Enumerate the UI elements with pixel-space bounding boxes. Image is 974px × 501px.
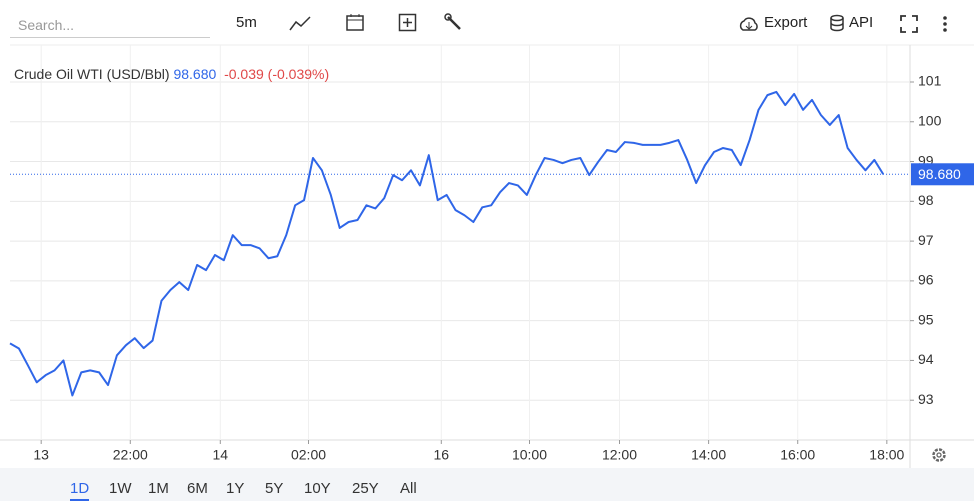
- y-tick-label: 101: [918, 73, 942, 89]
- interval-button[interactable]: 5m: [236, 14, 257, 31]
- range-button[interactable]: 25Y: [352, 480, 379, 497]
- y-tick-label: 100: [918, 112, 942, 128]
- x-tick-label: 13: [33, 447, 49, 463]
- range-button[interactable]: 1Y: [226, 480, 245, 497]
- x-tick-label: 10:00: [512, 447, 547, 463]
- add-icon[interactable]: [398, 13, 418, 33]
- y-tick-label: 93: [918, 391, 934, 407]
- last-price-tag: [911, 163, 974, 186]
- export-button[interactable]: Export: [764, 14, 808, 31]
- y-tick-label: 96: [918, 272, 934, 288]
- api-button[interactable]: API: [849, 14, 874, 31]
- chart-settings-icon[interactable]: [930, 446, 948, 464]
- range-button[interactable]: 5Y: [265, 480, 284, 497]
- x-tick-label: 14: [213, 447, 229, 463]
- x-tick-label: 16: [433, 447, 449, 463]
- range-bar: [0, 468, 974, 501]
- range-button[interactable]: All: [400, 480, 417, 497]
- menu-icon[interactable]: [940, 14, 950, 34]
- x-tick-label: 12:00: [602, 447, 637, 463]
- range-button[interactable]: 10Y: [304, 480, 331, 497]
- calendar-icon[interactable]: [345, 12, 365, 32]
- search-box[interactable]: Search...: [10, 10, 210, 38]
- last-price-tag-label: 98.680: [918, 166, 961, 182]
- x-tick-label: 02:00: [291, 447, 326, 463]
- price-change: -0.039 (-0.039%): [224, 66, 330, 82]
- y-tick-label: 97: [918, 232, 934, 248]
- range-button[interactable]: 1W: [109, 480, 132, 497]
- export-icon[interactable]: [738, 15, 760, 33]
- price-line: [9, 90, 885, 397]
- y-tick-label: 95: [918, 311, 934, 327]
- y-tick-label: 98: [918, 192, 934, 208]
- fullscreen-icon[interactable]: [899, 14, 919, 34]
- last-price: 98.680: [173, 66, 217, 82]
- series-name: Crude Oil WTI (USD/Bbl): [14, 66, 170, 82]
- range-button[interactable]: 1M: [148, 480, 169, 497]
- legend: Crude Oil WTI (USD/Bbl) 98.680 -0.039 (-…: [14, 66, 329, 82]
- y-tick-label: 94: [918, 351, 934, 367]
- api-icon[interactable]: [829, 14, 845, 32]
- range-button[interactable]: 6M: [187, 480, 208, 497]
- x-tick-label: 22:00: [113, 447, 148, 463]
- chart-type-icon[interactable]: [288, 14, 312, 32]
- settings-tool-icon[interactable]: [444, 13, 464, 33]
- x-tick-label: 18:00: [869, 447, 904, 463]
- x-tick-label: 14:00: [691, 447, 726, 463]
- x-tick-label: 16:00: [780, 447, 815, 463]
- range-button[interactable]: 1D: [70, 480, 90, 501]
